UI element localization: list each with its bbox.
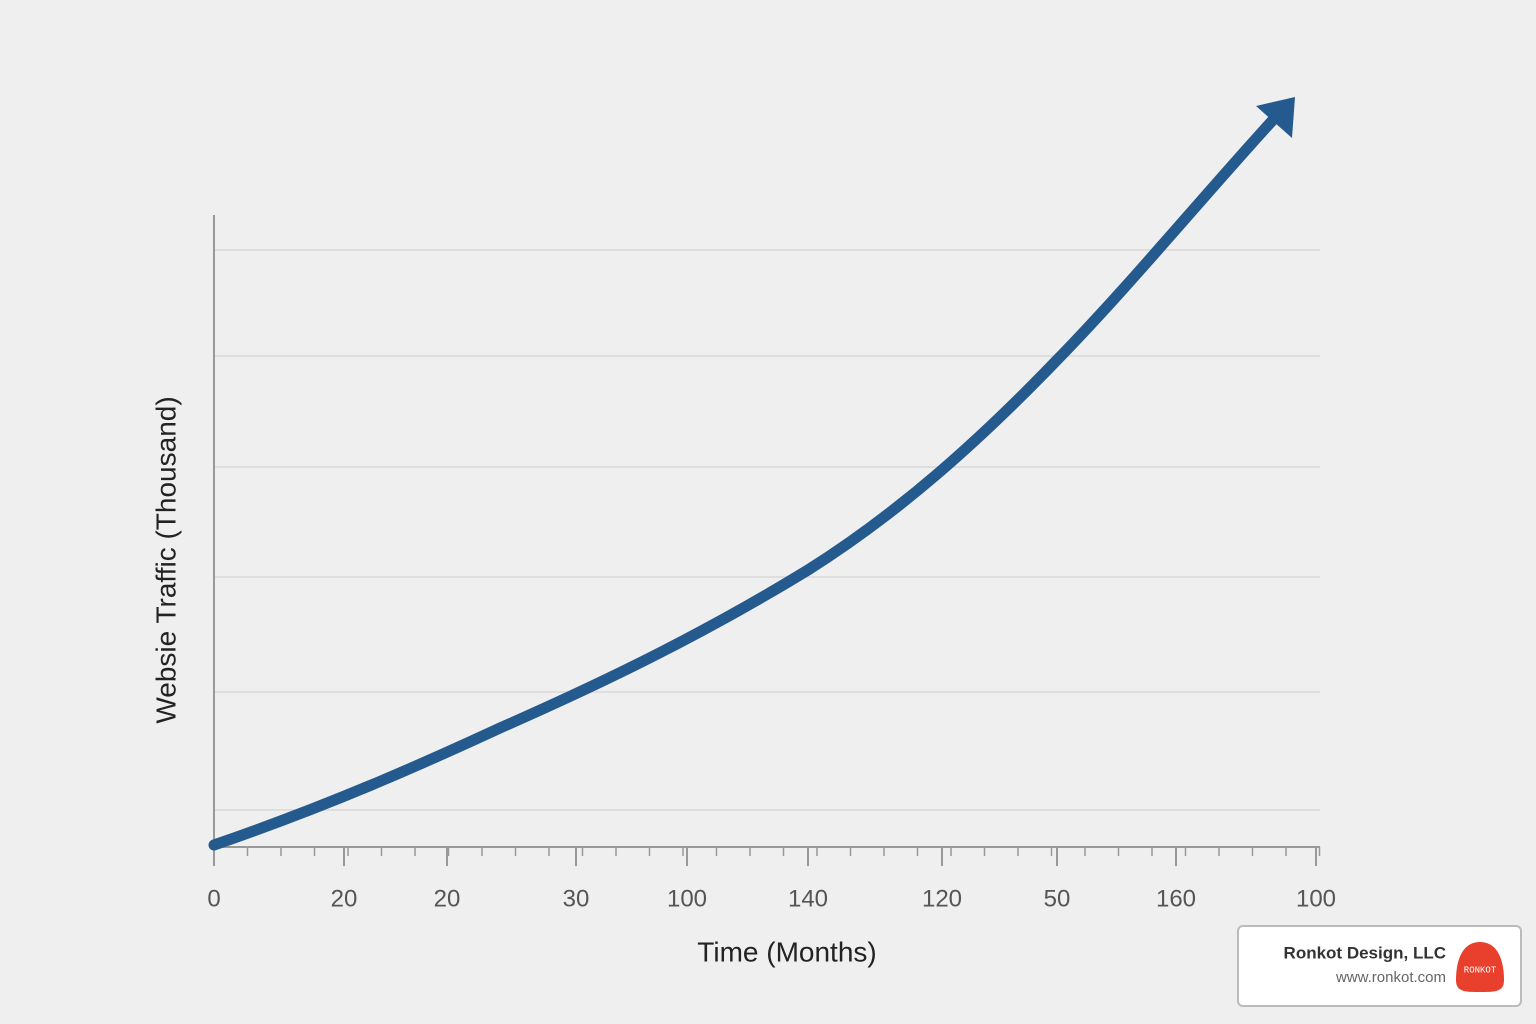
x-tick-label: 160 [1156, 885, 1196, 912]
x-tick-label: 30 [563, 885, 590, 912]
x-tick-label: 100 [667, 885, 707, 912]
watermark: Ronkot Design, LLC www.ronkot.com RONKOT [1237, 925, 1522, 1007]
arrow-head [1256, 97, 1295, 138]
x-tick-label: 120 [922, 885, 962, 912]
x-tick-label: 50 [1044, 885, 1071, 912]
x-tick-label: 100 [1296, 885, 1336, 912]
y-axis-label: Websie Traffic (Thousand) [150, 396, 181, 723]
logo [1456, 942, 1504, 992]
x-axis-label: Time (Months) [697, 936, 876, 967]
x-tick-label: 140 [788, 885, 828, 912]
watermark-company: Ronkot Design, LLC [1284, 943, 1446, 962]
x-tick-label: 20 [434, 885, 461, 912]
grid [214, 249, 1320, 811]
watermark-box [1237, 925, 1522, 1007]
watermark-url: www.ronkot.com [1335, 969, 1446, 986]
x-tick-label: 20 [331, 885, 358, 912]
x-tick-label: 0 [207, 885, 220, 912]
trend-line [208, 115, 1278, 851]
x-ticks: 0 20 20 30 100 140 120 50 160 100 [207, 847, 1336, 912]
logo-text: RONKOT [1464, 965, 1497, 975]
